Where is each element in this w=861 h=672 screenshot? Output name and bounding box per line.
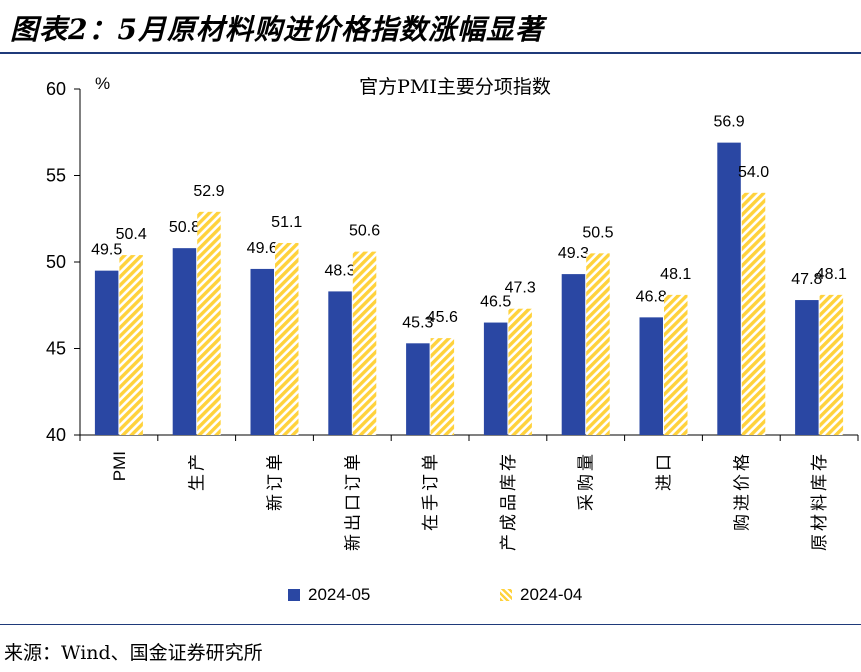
x-tick-label-生产: 生产 — [188, 451, 208, 491]
y-tick-label: 40 — [46, 425, 66, 445]
chart-title: 官方PMI主要分项指数 — [359, 76, 551, 98]
bar-2024-04-在手订单 — [430, 338, 455, 435]
x-tick-label-新出口订单: 新出口订单 — [343, 451, 363, 551]
y-tick-label: 45 — [46, 339, 66, 359]
data-label-2024-04-购进价格: 54.0 — [738, 164, 769, 181]
data-label-2024-04-PMI: 50.4 — [116, 226, 147, 243]
title-rule — [0, 52, 861, 54]
x-tick-label-采购量: 采购量 — [577, 451, 597, 511]
data-label-2024-05-购进价格: 56.9 — [713, 114, 744, 131]
data-label-2024-05-采购量: 49.3 — [558, 245, 589, 262]
data-label-2024-05-在手订单: 45.3 — [402, 314, 433, 331]
bar-2024-04-PMI — [119, 255, 143, 435]
data-label-2024-05-产成品库存: 46.5 — [480, 294, 511, 311]
source-note: 来源：Wind、国金证券研究所 — [4, 642, 263, 664]
bar-2024-05-原材料库存 — [795, 300, 819, 435]
y-tick-label: 60 — [46, 79, 66, 99]
x-tick-label-进口: 进口 — [655, 451, 675, 491]
bar-2024-04-生产 — [197, 211, 221, 435]
data-label-2024-05-PMI: 49.5 — [91, 242, 122, 259]
y-tick-label: 50 — [46, 252, 66, 272]
x-tick-label-原材料库存: 原材料库存 — [810, 451, 830, 551]
data-label-2024-04-原材料库存: 48.1 — [816, 266, 847, 283]
bar-2024-05-PMI — [94, 270, 119, 435]
data-label-2024-04-产成品库存: 47.3 — [505, 280, 536, 297]
bar-2024-05-生产 — [172, 248, 197, 435]
data-label-2024-05-原材料库存: 47.8 — [791, 271, 822, 288]
data-label-2024-04-进口: 48.1 — [660, 266, 691, 283]
data-label-2024-04-新订单: 51.1 — [271, 214, 302, 231]
bar-2024-05-购进价格 — [717, 142, 741, 435]
bar-2024-04-原材料库存 — [819, 294, 844, 435]
legend-item-2024-04: 2024-04 — [500, 583, 582, 607]
source-rule — [0, 624, 861, 625]
data-label-2024-04-在手订单: 45.6 — [427, 309, 458, 326]
x-tick-label-新订单: 新订单 — [266, 451, 286, 511]
legend-label-2024-05: 2024-05 — [308, 585, 371, 604]
legend-swatch-2024-05 — [288, 589, 300, 601]
bar-2024-04-采购量 — [586, 253, 610, 435]
legend-swatch-2024-04 — [500, 589, 512, 601]
bar-2024-05-产成品库存 — [483, 322, 508, 435]
data-label-2024-04-采购量: 50.5 — [582, 224, 613, 241]
x-tick-label-在手订单: 在手订单 — [421, 451, 441, 531]
bar-chart: 官方PMI主要分项指数% 40 45 50 55 60 49.550.4 PMI 50.8 52.… — [46, 74, 859, 551]
figure-title: 图表2：5月原材料购进价格指数涨幅显著 — [10, 13, 544, 46]
bar-2024-05-在手订单 — [406, 343, 430, 435]
x-tick-label-购进价格: 购进价格 — [732, 451, 752, 531]
bar-2024-04-产成品库存 — [508, 308, 532, 435]
y-tick-label: 55 — [46, 166, 66, 186]
bar-2024-05-进口 — [639, 317, 663, 435]
x-tick-label-PMI: PMI — [110, 451, 129, 481]
bar-2024-04-新订单 — [275, 242, 299, 435]
x-tick-label-产成品库存: 产成品库存 — [499, 451, 519, 551]
bar-2024-04-进口 — [664, 294, 688, 435]
legend: 2024-05 2024-04 — [0, 583, 861, 607]
data-label-2024-04-新出口订单: 50.6 — [349, 223, 380, 240]
data-label-2024-05-进口: 46.8 — [636, 288, 667, 305]
bar-2024-04-购进价格 — [741, 192, 766, 435]
bar-2024-05-采购量 — [561, 274, 586, 435]
legend-label-2024-04: 2024-04 — [520, 585, 583, 604]
data-label-2024-04-生产: 52.9 — [193, 183, 224, 200]
legend-item-2024-05: 2024-05 — [288, 583, 370, 607]
data-label-2024-05-新出口订单: 48.3 — [324, 262, 355, 279]
data-label-2024-05-新订单: 49.6 — [247, 240, 278, 257]
bar-2024-05-新订单 — [250, 268, 274, 435]
y-axis-unit: % — [95, 74, 110, 93]
bar-2024-05-新出口订单 — [328, 291, 352, 435]
data-label-2024-05-生产: 50.8 — [169, 219, 200, 236]
bar-2024-04-新出口订单 — [352, 251, 377, 435]
